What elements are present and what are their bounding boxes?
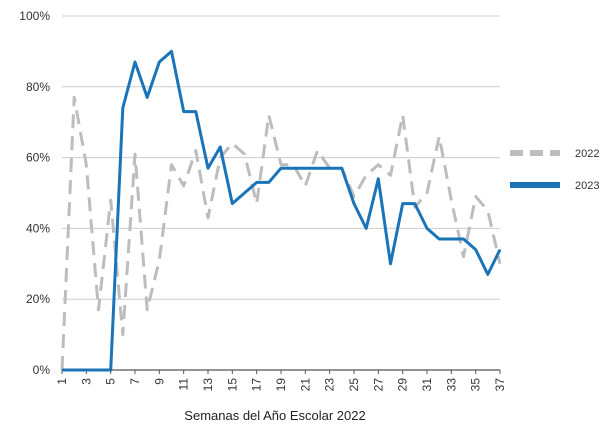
x-tick-label: 17 xyxy=(250,378,264,392)
y-tick-label: 100% xyxy=(19,9,50,23)
y-tick-label: 40% xyxy=(26,221,50,235)
x-tick-label: 9 xyxy=(152,378,166,385)
x-tick-label: 11 xyxy=(177,378,191,391)
x-tick-label: 15 xyxy=(225,378,239,392)
x-tick-label: 27 xyxy=(371,378,385,392)
x-tick-label: 3 xyxy=(79,378,93,385)
x-tick-label: 23 xyxy=(323,378,337,392)
x-tick-label: 5 xyxy=(104,378,118,385)
y-tick-label: 0% xyxy=(33,363,51,377)
legend: 2022 2023 xyxy=(510,148,599,192)
y-tick-label: 20% xyxy=(26,292,50,306)
x-tick-label: 7 xyxy=(128,378,142,385)
legend-label-2023: 2023 xyxy=(575,180,599,192)
x-tick-label: 1 xyxy=(55,378,69,385)
y-tick-label: 80% xyxy=(26,80,50,94)
x-tick-label: 37 xyxy=(493,378,507,392)
x-tick-label: 33 xyxy=(444,378,458,392)
x-tick-label: 19 xyxy=(274,378,288,392)
x-tick-label: 13 xyxy=(201,378,215,392)
legend-label-2022: 2022 xyxy=(575,148,599,160)
series-lines xyxy=(60,49,502,372)
y-tick-label: 60% xyxy=(26,151,50,165)
x-tick-label: 29 xyxy=(396,378,410,392)
series-line-2022 xyxy=(60,95,502,371)
y-axis-tick-labels: 0% 20% 40% 60% 80% 100% xyxy=(19,9,50,377)
series-line-2023 xyxy=(62,49,502,372)
x-tick-label: 21 xyxy=(298,378,312,392)
x-axis-tick-labels: 1 3 5 7 9 11 13 15 17 19 21 23 25 27 29 31 33 35 37 xyxy=(55,370,507,391)
x-axis-title: Semanas del Año Escolar 2022 xyxy=(184,408,365,423)
x-tick-label: 35 xyxy=(469,378,483,392)
x-tick-label: 31 xyxy=(420,378,434,392)
x-tick-label: 25 xyxy=(347,378,361,392)
gridlines xyxy=(62,15,500,371)
